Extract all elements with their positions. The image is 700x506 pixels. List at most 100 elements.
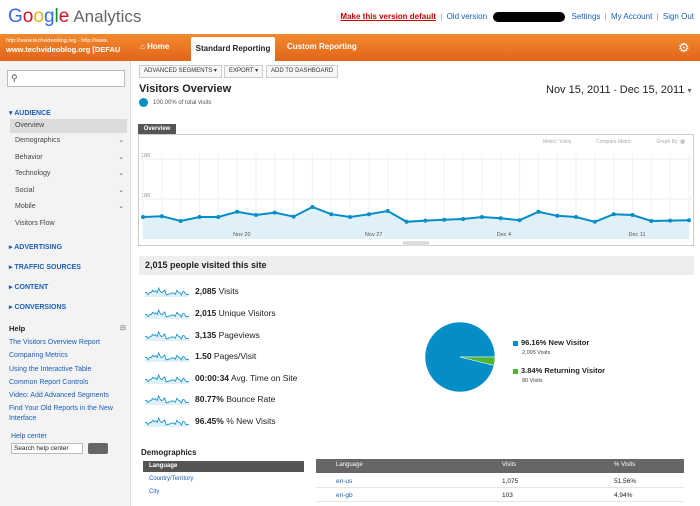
logo-letter: l bbox=[54, 6, 59, 27]
date-range-picker[interactable]: Nov 15, 2011 - Dec 15, 2011 ▾ bbox=[546, 84, 692, 96]
metric-text: 3,135 Pageviews bbox=[195, 330, 260, 340]
nav-bar: http://www.techvideoblog.org - http://ww… bbox=[0, 34, 700, 61]
demographics-country-link[interactable]: Country/Territory bbox=[149, 476, 194, 482]
data-point[interactable] bbox=[272, 210, 277, 215]
sparkline-line bbox=[145, 308, 189, 318]
help-link[interactable]: Video: Add Advanced Segments bbox=[9, 392, 109, 399]
data-point[interactable] bbox=[141, 215, 145, 219]
data-point[interactable] bbox=[366, 212, 371, 217]
data-point[interactable] bbox=[235, 209, 240, 214]
data-point[interactable] bbox=[197, 215, 202, 219]
data-point[interactable] bbox=[649, 219, 654, 223]
data-point[interactable] bbox=[574, 215, 579, 219]
sidebar-item-behavior[interactable]: Behavior ⌄ bbox=[10, 151, 127, 165]
sign-out-link[interactable]: Sign Out bbox=[662, 12, 694, 22]
search-input[interactable]: ⚲ bbox=[7, 70, 125, 87]
data-point[interactable] bbox=[668, 218, 673, 223]
sidebar-item-demographics[interactable]: Demographics ⌄ bbox=[10, 134, 127, 148]
chevron-down-icon: ⌄ bbox=[118, 137, 124, 144]
sidebar-item-overview[interactable]: Overview bbox=[10, 119, 127, 133]
metric-text: 2,085 Visits bbox=[195, 286, 239, 296]
sidebar-item-visitors-flow[interactable]: Visitors Flow bbox=[10, 217, 127, 231]
top-links: Make this version default | Old version … bbox=[340, 12, 694, 22]
metric-selector[interactable]: Visits bbox=[559, 139, 572, 145]
help-link[interactable]: Using the Interactive Table bbox=[9, 366, 92, 373]
help-search-input[interactable]: Search help center bbox=[11, 443, 83, 454]
metric-label: Visits bbox=[218, 286, 239, 296]
data-point[interactable] bbox=[385, 209, 390, 213]
visits-line bbox=[142, 205, 690, 223]
tab-custom-reporting[interactable]: Custom Reporting bbox=[287, 42, 357, 51]
language-link[interactable]: en-us bbox=[336, 478, 353, 485]
graph-by-icon[interactable]: ▦ bbox=[680, 139, 685, 145]
data-point[interactable] bbox=[479, 215, 484, 219]
metric-value: 00:00:34 bbox=[195, 373, 230, 383]
metric-text: 96.45% % New Visits bbox=[195, 416, 276, 426]
home-tab[interactable]: ⌂ Home bbox=[140, 42, 169, 51]
tab-overview[interactable]: Overview bbox=[138, 124, 176, 134]
data-point[interactable] bbox=[611, 212, 616, 217]
demographics-language[interactable]: Language bbox=[143, 461, 304, 472]
table-header: Language Visits % Visits bbox=[316, 459, 684, 473]
compare-metric-selector[interactable]: Compare Metric bbox=[596, 139, 632, 145]
help-search-button[interactable] bbox=[88, 443, 108, 454]
data-point[interactable] bbox=[291, 214, 296, 219]
old-version-link[interactable]: Old version bbox=[446, 12, 488, 22]
data-point[interactable] bbox=[310, 205, 315, 209]
metric-label: % New Visits bbox=[226, 416, 276, 426]
help-link[interactable]: Comparing Metrics bbox=[9, 352, 68, 359]
account-selector[interactable]: http://www.techvideoblog.org - http://ww… bbox=[6, 38, 128, 54]
collapse-icon[interactable]: ⊟ bbox=[120, 325, 126, 332]
data-point[interactable] bbox=[461, 217, 466, 221]
sparkline bbox=[145, 416, 189, 427]
help-link[interactable]: Find Your Old Reports in the New Interfa… bbox=[9, 405, 113, 422]
data-point[interactable] bbox=[348, 215, 353, 219]
add-to-dashboard-button[interactable]: ADD TO DASHBOARD bbox=[266, 65, 339, 78]
tab-standard-reporting[interactable]: Standard Reporting bbox=[191, 37, 275, 61]
pie-slice[interactable] bbox=[459, 356, 496, 366]
visits-cell: 1,075 bbox=[502, 478, 519, 485]
data-point[interactable] bbox=[630, 213, 635, 217]
data-point[interactable] bbox=[592, 219, 597, 224]
gear-icon[interactable]: ⚙ bbox=[678, 40, 690, 55]
demographics-city-link[interactable]: City bbox=[149, 489, 160, 495]
google-analytics-logo[interactable]: Google Analytics bbox=[8, 6, 141, 28]
data-point[interactable] bbox=[253, 213, 258, 217]
logo-product: Analytics bbox=[73, 7, 142, 26]
sidebar-item-technology[interactable]: Technology ⌄ bbox=[10, 167, 127, 181]
my-account-link[interactable]: My Account bbox=[610, 12, 653, 22]
section-label: TRAFFIC SOURCES bbox=[14, 264, 81, 271]
data-point[interactable] bbox=[404, 219, 409, 224]
data-point[interactable] bbox=[517, 218, 522, 223]
data-point[interactable] bbox=[498, 216, 503, 221]
sidebar-section-advertising[interactable]: ▸ ADVERTISING bbox=[9, 244, 63, 251]
chart-resize-handle[interactable] bbox=[403, 241, 429, 246]
sidebar-item-mobile[interactable]: Mobile ⌄ bbox=[10, 200, 127, 214]
sidebar-section-conversions[interactable]: ▸ CONVERSIONS bbox=[9, 304, 67, 311]
advanced-segments-button[interactable]: ADVANCED SEGMENTS ▾ bbox=[139, 65, 222, 78]
make-default-link[interactable]: Make this version default bbox=[340, 12, 437, 22]
language-link[interactable]: en-gb bbox=[336, 492, 353, 499]
sidebar-item-label: Technology bbox=[15, 170, 51, 177]
help-link[interactable]: Common Report Controls bbox=[9, 379, 89, 386]
pct-cell: 4.94% bbox=[614, 492, 633, 499]
data-point[interactable] bbox=[216, 215, 221, 219]
help-link[interactable]: The Visitors Overview Report bbox=[9, 339, 100, 346]
data-point[interactable] bbox=[442, 217, 447, 222]
data-point[interactable] bbox=[423, 218, 428, 223]
sidebar-section-content[interactable]: ▸ CONTENT bbox=[9, 284, 49, 291]
settings-link[interactable]: Settings bbox=[571, 12, 601, 22]
data-point[interactable] bbox=[536, 209, 541, 214]
legend-new-visitor: 96.16% New Visitor 2,005 Visits bbox=[513, 338, 589, 356]
data-point[interactable] bbox=[555, 213, 560, 218]
sidebar-section-audience[interactable]: ▾ AUDIENCE bbox=[9, 110, 51, 117]
data-point[interactable] bbox=[687, 218, 691, 223]
sidebar-section-traffic-sources[interactable]: ▸ TRAFFIC SOURCES bbox=[9, 264, 81, 271]
data-point[interactable] bbox=[329, 212, 334, 217]
x-tick-label: Dec 4 bbox=[497, 232, 511, 238]
data-point[interactable] bbox=[159, 214, 164, 219]
export-button[interactable]: EXPORT ▾ bbox=[224, 65, 264, 78]
data-point[interactable] bbox=[178, 219, 183, 223]
legend-pct: 96.16% bbox=[521, 338, 547, 347]
sidebar-item-social[interactable]: Social ⌄ bbox=[10, 184, 127, 198]
